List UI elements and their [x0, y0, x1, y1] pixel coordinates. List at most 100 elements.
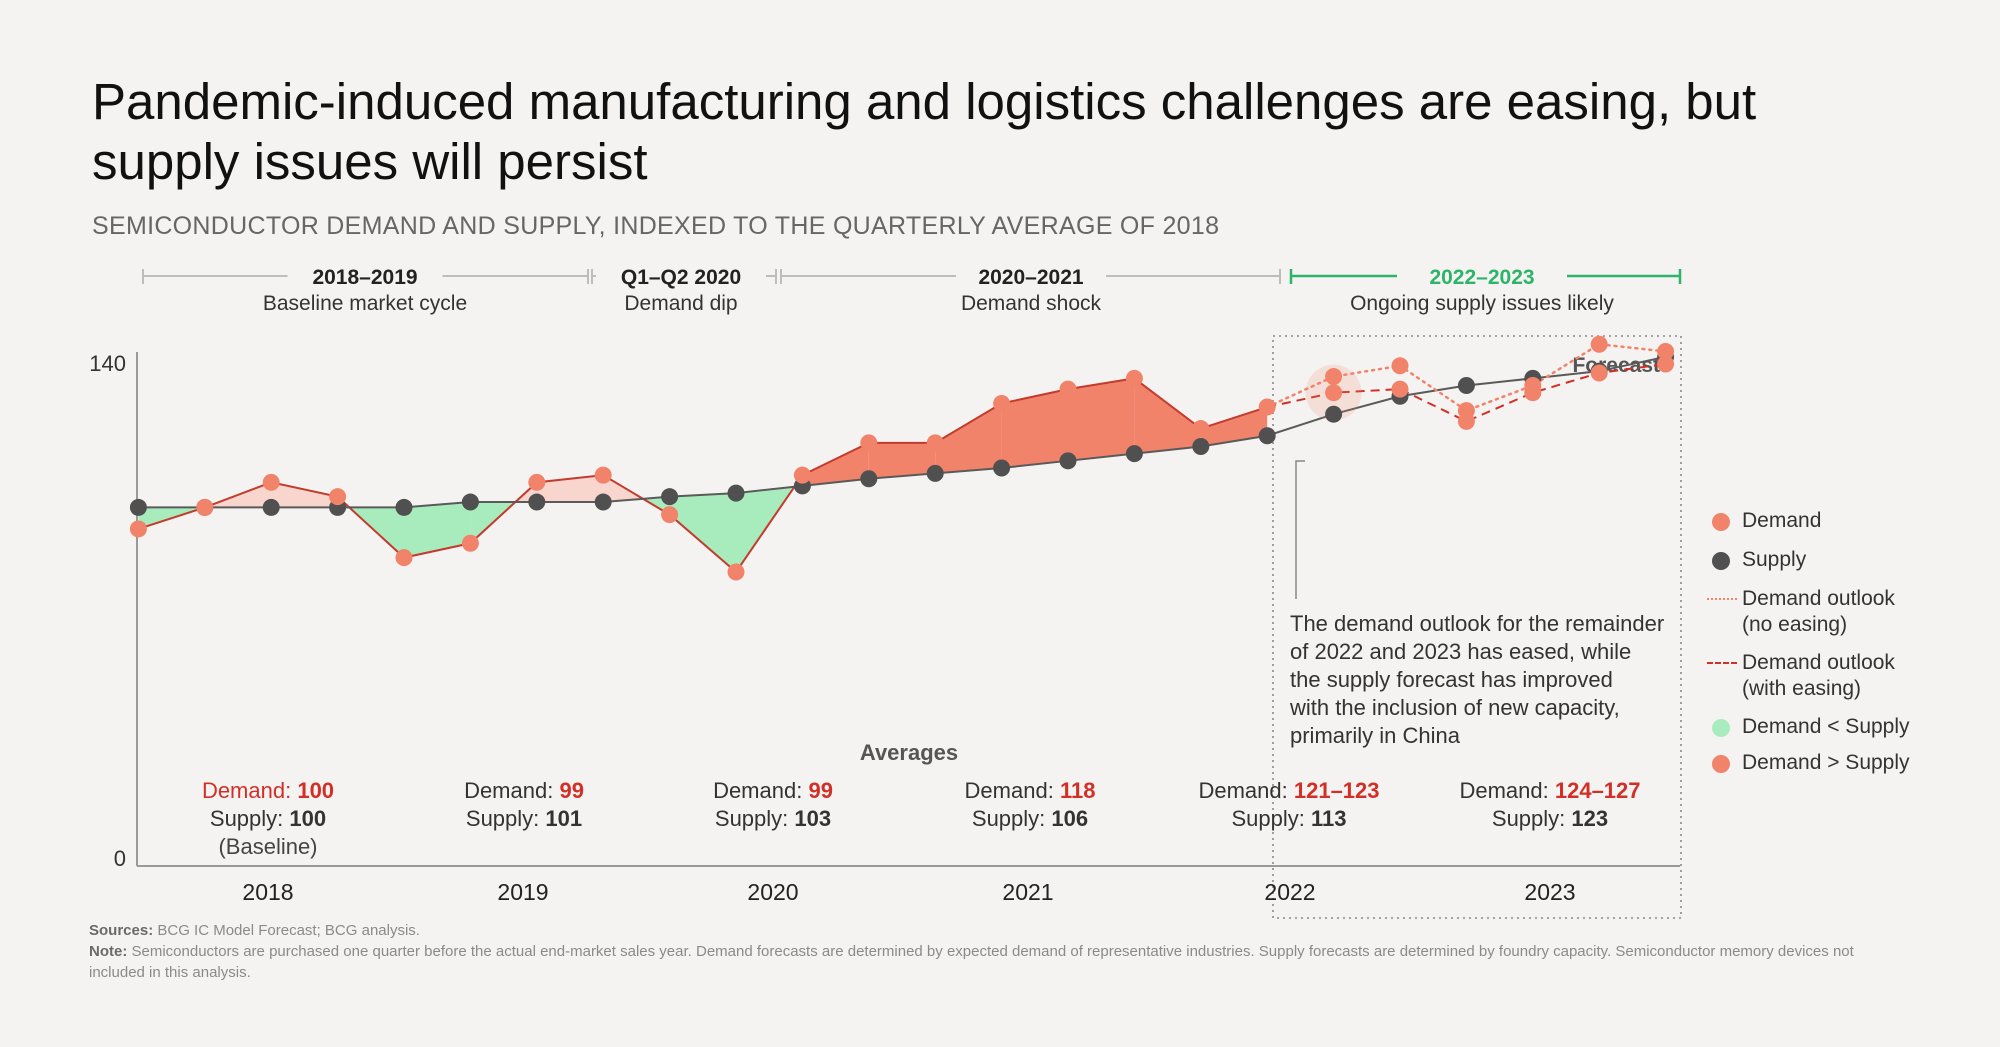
surplus-area — [935, 403, 1002, 474]
average-supply-label: Supply: — [972, 806, 1052, 831]
average-demand-label: Demand: — [713, 778, 808, 803]
annotation-text: The demand outlook for the remainder of 2… — [1289, 611, 1664, 748]
annotation-line: the supply forecast has improved — [1290, 667, 1613, 692]
x-tick-label: 2019 — [497, 879, 548, 905]
supply-point — [1457, 377, 1475, 395]
sources-note: Sources: BCG IC Model Forecast; BCG anal… — [89, 920, 1909, 983]
supply-point — [1059, 452, 1077, 470]
demand-outlook-with-easing-point — [1590, 364, 1608, 382]
average-demand: Demand: 99 — [464, 778, 584, 803]
forecast-box — [1272, 335, 1682, 919]
supply-point — [926, 464, 944, 482]
deficit-area — [404, 502, 471, 558]
demand-point — [661, 506, 679, 524]
annotation-line: primarily in China — [1290, 723, 1461, 748]
x-tick-label: 2020 — [747, 879, 798, 905]
demand-point — [860, 434, 878, 452]
demand-point — [1192, 420, 1210, 438]
average-demand: Demand: 100 — [202, 778, 334, 803]
average-supply-label: Supply: — [1492, 806, 1572, 831]
demand-outlook-with-easing-point — [1391, 380, 1409, 398]
phase-subtitle: Demand shock — [961, 292, 1102, 315]
note-text: Semiconductors are purchased one quarter… — [89, 943, 1854, 981]
surplus-area — [536, 475, 604, 503]
demand-point — [793, 466, 811, 484]
surplus-area — [1134, 378, 1201, 454]
demand-point — [727, 563, 745, 581]
legend-label: Demand — [1742, 509, 1822, 532]
supply-point — [262, 498, 280, 516]
demand-outlook-no-easing-point — [1590, 335, 1608, 353]
demand-point — [129, 520, 147, 538]
average-supply-value: 100 — [289, 806, 326, 831]
demand-point — [262, 473, 280, 491]
supply-line — [138, 355, 1666, 509]
average-supply-label: Supply: — [715, 806, 795, 831]
demand-outlook-with-easing-point — [1325, 384, 1343, 402]
legend-swatch-dot — [1712, 719, 1730, 737]
sources-text: BCG IC Model Forecast; BCG analysis. — [157, 922, 420, 939]
average-note: (Baseline) — [218, 834, 317, 859]
legend-label: Demand outlook (no easing) — [1742, 587, 1895, 636]
x-tick-label: 2021 — [1002, 879, 1053, 905]
supply-point — [461, 493, 479, 511]
average-demand-value: 118 — [1060, 778, 1096, 803]
demand-point — [329, 488, 347, 506]
average-demand: Demand: 118 — [965, 778, 1096, 803]
average-supply: Supply: 123 — [1492, 806, 1608, 831]
legend-swatch-dashed-line — [1707, 662, 1737, 664]
surplus-area — [271, 482, 338, 508]
supply-point — [993, 459, 1011, 477]
surplus-area — [1001, 389, 1068, 468]
demand-outlook-with-easing-point — [1657, 355, 1675, 373]
legend-label: Demand < Supply — [1742, 715, 1910, 738]
surplus-area — [1200, 407, 1268, 447]
demand-point — [196, 498, 214, 516]
sources-label: Sources: — [89, 922, 154, 939]
average-demand-value: 121–123 — [1294, 778, 1380, 803]
average-demand-label: Demand: — [965, 778, 1060, 803]
average-demand: Demand: 124–127 — [1459, 778, 1640, 803]
demand-outlook-with-easing-point — [1457, 412, 1475, 430]
legend-label: Demand > Supply — [1742, 751, 1910, 774]
average-demand-label: Demand: — [464, 778, 559, 803]
surplus-area — [868, 442, 936, 479]
phase-title: 2018–2019 — [312, 266, 417, 289]
phase-title: 2022–2023 — [1429, 266, 1534, 289]
legend-swatch-dot — [1712, 755, 1730, 773]
supply-point — [1258, 427, 1276, 445]
y-tick-label: 140 — [89, 351, 126, 376]
average-supply-value: 123 — [1571, 806, 1608, 831]
demand-point — [1125, 369, 1143, 387]
supply-point — [860, 470, 878, 488]
demand-line — [138, 377, 1268, 574]
average-demand-label: Demand: — [1459, 778, 1554, 803]
demand-outlook-no-easing-point — [1325, 368, 1343, 386]
legend-swatch-dotted-line — [1707, 598, 1737, 600]
surplus-area — [802, 442, 869, 486]
demand-point — [528, 473, 546, 491]
supply-point — [1325, 405, 1343, 423]
average-supply: Supply: 101 — [466, 806, 582, 831]
average-supply-value: 103 — [794, 806, 831, 831]
deficit-area — [669, 493, 736, 572]
x-tick-label: 2018 — [242, 879, 293, 905]
demand-point — [395, 549, 413, 567]
average-demand-value: 100 — [297, 778, 334, 803]
average-supply-value: 106 — [1051, 806, 1088, 831]
annotation-line: of 2022 and 2023 has eased, while — [1290, 639, 1631, 664]
average-supply-label: Supply: — [1232, 806, 1312, 831]
surplus-area — [1068, 378, 1135, 461]
demand-point — [594, 466, 612, 484]
average-demand-value: 99 — [808, 778, 832, 803]
annotation-line: The demand outlook for the remainder — [1290, 611, 1664, 636]
demand-outlook-with-easing-point — [1524, 384, 1542, 402]
phase-title: Q1–Q2 2020 — [621, 266, 741, 289]
x-tick-label: 2022 — [1264, 879, 1315, 905]
demand-point — [1059, 380, 1077, 398]
demand-point — [461, 534, 479, 552]
average-supply: Supply: 103 — [715, 806, 831, 831]
demand-outlook-no-easing-point — [1657, 342, 1675, 360]
average-demand: Demand: 99 — [713, 778, 833, 803]
